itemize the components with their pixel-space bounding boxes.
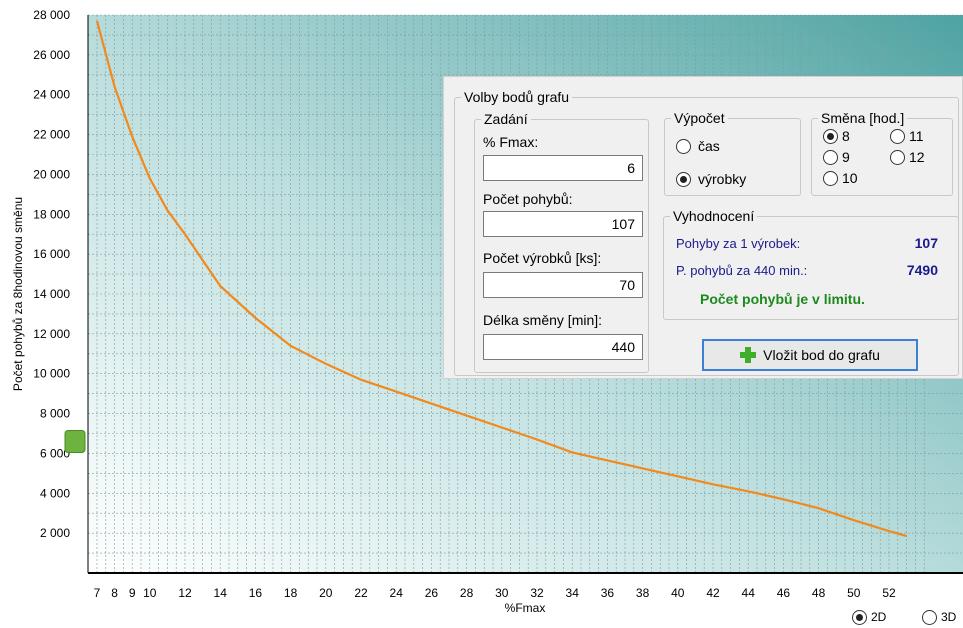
- x-tick-label: 9: [129, 586, 136, 600]
- y-tick-label: 4 000: [40, 486, 70, 500]
- smena-9-label: 9: [842, 149, 850, 165]
- smena-12-radio[interactable]: [890, 150, 905, 165]
- x-tick-label: 8: [111, 586, 118, 600]
- x-tick-label: 20: [319, 586, 333, 600]
- x-tick-label: 48: [812, 586, 826, 600]
- x-tick-label: 52: [882, 586, 896, 600]
- x-tick-label: 16: [249, 586, 263, 600]
- pohyby-label: Počet pohybů:: [483, 191, 573, 207]
- x-tick-label: 42: [706, 586, 720, 600]
- vyhodnoceni-group: Vyhodnocení: [663, 208, 959, 320]
- smena-label: Délka směny [min]:: [483, 312, 603, 328]
- fmax-label: % Fmax:: [483, 134, 539, 150]
- vypocet-group: Výpočet: [664, 110, 801, 196]
- y-tick-label: 16 000: [33, 247, 70, 261]
- pohyby-input[interactable]: 107: [483, 211, 643, 237]
- smena-8-label: 8: [842, 128, 850, 144]
- y-tick-label: 6 000: [40, 446, 70, 460]
- view-2d-label: 2D: [871, 610, 887, 624]
- vypocet-cas-radio[interactable]: [676, 139, 691, 154]
- vypocet-title: Výpočet: [674, 110, 725, 126]
- y-tick-label: 22 000: [33, 128, 70, 142]
- fmax-input[interactable]: 6: [483, 155, 643, 181]
- pohybu-za-smenu-value: 7490: [906, 262, 938, 278]
- x-tick-label: 26: [425, 586, 439, 600]
- smena-11-label: 11: [909, 128, 924, 144]
- vyrobky-label: Počet výrobků [ks]:: [483, 250, 602, 266]
- options-group-title: Volby bodů grafu: [464, 89, 570, 105]
- pohybu-za-smenu-label: P. pohybů za 440 min.:: [676, 263, 808, 278]
- y-tick-label: 12 000: [33, 327, 70, 341]
- x-tick-label: 34: [566, 586, 580, 600]
- y-tick-label: 10 000: [33, 367, 70, 381]
- y-tick-label: 8 000: [40, 407, 70, 421]
- x-tick-label: 32: [530, 586, 544, 600]
- x-tick-label: 30: [495, 586, 509, 600]
- x-tick-label: 12: [178, 586, 192, 600]
- smena-group-title: Směna [hod.]: [821, 110, 905, 126]
- pohyby-za-vyrobek-label: Pohyby za 1 výrobek:: [676, 236, 801, 251]
- limit-status-text: Počet pohybů je v limitu.: [700, 291, 865, 307]
- x-tick-label: 50: [847, 586, 861, 600]
- zadani-title: Zadání: [484, 111, 528, 127]
- y-tick-label: 26 000: [33, 48, 70, 62]
- smena-10-label: 10: [842, 170, 858, 186]
- x-tick-label: 22: [354, 586, 368, 600]
- x-tick-label: 28: [460, 586, 474, 600]
- x-tick-label: 24: [390, 586, 404, 600]
- data-point-marker[interactable]: [64, 429, 86, 453]
- smena-9-radio[interactable]: [823, 150, 838, 165]
- vyrobky-input[interactable]: 70: [483, 272, 643, 298]
- insert-point-button-label: Vložit bod do grafu: [763, 347, 880, 363]
- x-tick-label: 40: [671, 586, 685, 600]
- y-axis-title: Počet pohybů za 8hodinovou směnu: [11, 197, 25, 391]
- y-tick-label: 20 000: [33, 167, 70, 181]
- vypocet-cas-label: čas: [698, 138, 720, 154]
- smena-group: Směna [hod.]: [811, 110, 953, 196]
- series-line: [95, 20, 907, 538]
- y-tick-label: 14 000: [33, 287, 70, 301]
- vypocet-vyrobky-label: výrobky: [698, 171, 747, 187]
- x-tick-label: 44: [742, 586, 756, 600]
- y-tick-label: 2 000: [40, 526, 70, 540]
- x-tick-label: 10: [143, 586, 157, 600]
- insert-point-button[interactable]: Vložit bod do grafu: [702, 339, 918, 371]
- y-tick-label: 24 000: [33, 88, 70, 102]
- smena-8-radio[interactable]: [823, 129, 838, 144]
- pohyby-za-vyrobek-value: 107: [914, 235, 938, 251]
- x-tick-label: 14: [214, 586, 228, 600]
- x-tick-label: 7: [94, 586, 101, 600]
- chart-options-panel: Volby bodů grafu Zadání % Fmax: 6 Počet …: [443, 76, 963, 379]
- y-tick-label: 18 000: [33, 207, 70, 221]
- y-tick-label: 28 000: [33, 8, 70, 22]
- smena-10-radio[interactable]: [823, 171, 838, 186]
- smena-input[interactable]: 440: [483, 334, 643, 360]
- x-tick-label: 18: [284, 586, 298, 600]
- vypocet-vyrobky-radio[interactable]: [676, 172, 691, 187]
- vyhodnoceni-title: Vyhodnocení: [673, 208, 755, 224]
- smena-12-label: 12: [909, 149, 925, 165]
- x-tick-label: 46: [777, 586, 791, 600]
- view-3d-label: 3D: [941, 610, 957, 624]
- x-tick-label: 38: [636, 586, 650, 600]
- plus-icon: [740, 347, 757, 363]
- zadani-group: Zadání: [474, 111, 649, 373]
- view-2d-radio[interactable]: [852, 610, 867, 625]
- view-3d-radio[interactable]: [922, 610, 937, 625]
- x-tick-label: 36: [601, 586, 615, 600]
- smena-11-radio[interactable]: [890, 129, 905, 144]
- x-axis-title: %Fmax: [505, 601, 546, 615]
